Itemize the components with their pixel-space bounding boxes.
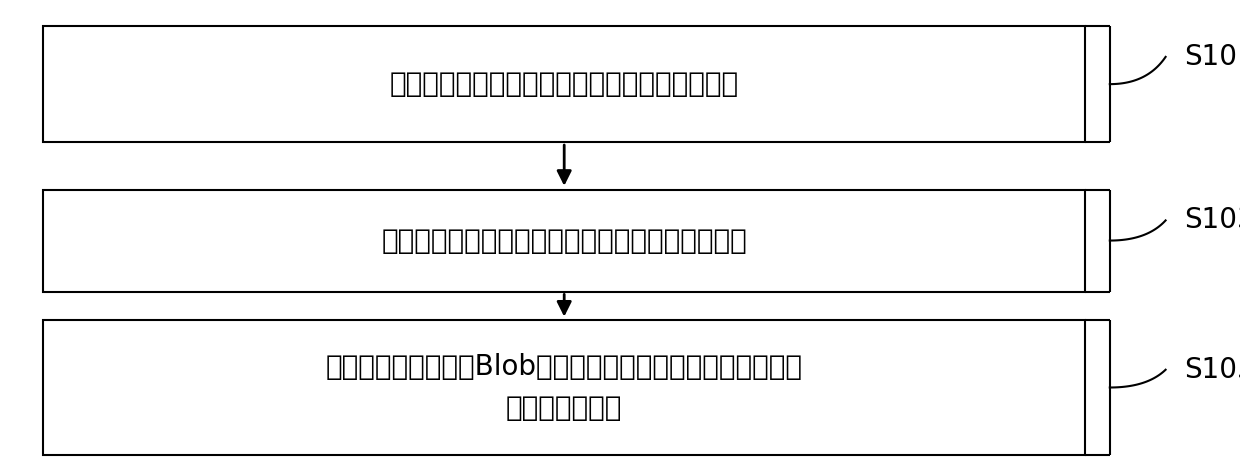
Text: 对所述车道线特征进行图像处理，得到一处理结果: 对所述车道线特征进行图像处理，得到一处理结果 (382, 227, 746, 255)
Bar (43, 26, 1085, 142)
Text: S103: S103 (1184, 206, 1240, 235)
Bar (43, 320, 1085, 455)
Text: 对所述处理结果进行Blob分析，以确认所述待检测道路图像上
的车道线图像块: 对所述处理结果进行Blob分析，以确认所述待检测道路图像上 的车道线图像块 (326, 353, 802, 422)
Text: S101: S101 (1184, 43, 1240, 71)
Text: 基于背景重建获取待检测道路图像的车道线特征: 基于背景重建获取待检测道路图像的车道线特征 (389, 70, 739, 98)
Bar (43, 190, 1085, 292)
Text: S105: S105 (1184, 356, 1240, 384)
